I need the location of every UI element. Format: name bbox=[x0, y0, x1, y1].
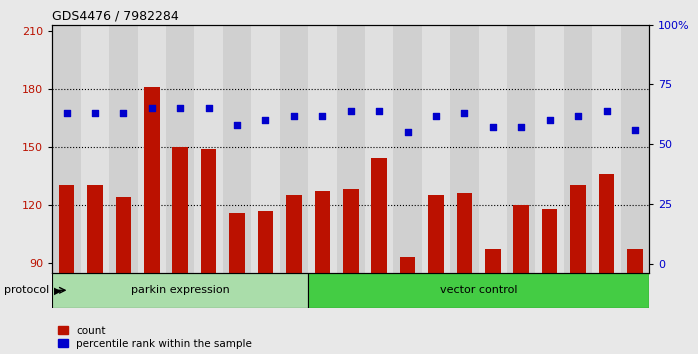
Bar bbox=[507, 25, 535, 273]
Bar bbox=[485, 249, 500, 354]
Bar bbox=[144, 87, 160, 354]
Point bbox=[601, 108, 612, 114]
Bar bbox=[116, 197, 131, 354]
Bar bbox=[514, 205, 529, 354]
Point bbox=[572, 113, 584, 118]
Bar bbox=[172, 147, 188, 354]
Point bbox=[118, 110, 129, 116]
Bar bbox=[109, 25, 138, 273]
Bar bbox=[479, 25, 507, 273]
Bar bbox=[308, 25, 336, 273]
Bar bbox=[59, 185, 75, 354]
Point bbox=[61, 110, 72, 116]
Bar bbox=[564, 25, 593, 273]
Bar bbox=[280, 25, 308, 273]
Bar bbox=[343, 189, 359, 354]
Point bbox=[174, 105, 186, 111]
Bar bbox=[223, 25, 251, 273]
Bar bbox=[195, 25, 223, 273]
Bar bbox=[365, 25, 394, 273]
FancyBboxPatch shape bbox=[308, 273, 649, 308]
Bar bbox=[621, 25, 649, 273]
Point bbox=[89, 110, 101, 116]
Bar bbox=[450, 25, 479, 273]
Point bbox=[146, 105, 157, 111]
Point bbox=[232, 122, 243, 128]
Text: parkin expression: parkin expression bbox=[131, 285, 230, 295]
Point bbox=[459, 110, 470, 116]
Bar bbox=[428, 195, 444, 354]
Text: vector control: vector control bbox=[440, 285, 517, 295]
Point bbox=[317, 113, 328, 118]
Bar bbox=[599, 174, 614, 354]
Bar bbox=[166, 25, 195, 273]
Text: GDS4476 / 7982284: GDS4476 / 7982284 bbox=[52, 9, 179, 22]
Point bbox=[516, 125, 527, 130]
Bar bbox=[422, 25, 450, 273]
Bar bbox=[286, 195, 302, 354]
Point bbox=[487, 125, 498, 130]
Point bbox=[203, 105, 214, 111]
Bar bbox=[229, 212, 245, 354]
Bar bbox=[542, 209, 558, 354]
Bar bbox=[258, 211, 274, 354]
Bar bbox=[201, 149, 216, 354]
Bar bbox=[81, 25, 109, 273]
Bar bbox=[570, 185, 586, 354]
Bar bbox=[394, 25, 422, 273]
Point bbox=[373, 108, 385, 114]
Bar bbox=[52, 25, 81, 273]
Bar bbox=[336, 25, 365, 273]
Point bbox=[288, 113, 299, 118]
Point bbox=[431, 113, 442, 118]
Bar bbox=[87, 185, 103, 354]
Bar bbox=[138, 25, 166, 273]
Bar bbox=[456, 193, 473, 354]
Bar bbox=[251, 25, 280, 273]
Bar bbox=[535, 25, 564, 273]
Legend: count, percentile rank within the sample: count, percentile rank within the sample bbox=[57, 326, 252, 349]
FancyBboxPatch shape bbox=[52, 273, 308, 308]
Bar bbox=[315, 191, 330, 354]
Bar bbox=[371, 158, 387, 354]
Point bbox=[402, 130, 413, 135]
Bar bbox=[627, 249, 643, 354]
Point bbox=[260, 118, 271, 123]
Bar bbox=[593, 25, 621, 273]
Point bbox=[544, 118, 555, 123]
Point bbox=[345, 108, 356, 114]
Point bbox=[630, 127, 641, 133]
Text: protocol: protocol bbox=[4, 285, 50, 295]
Bar bbox=[400, 257, 415, 354]
Text: ▶: ▶ bbox=[54, 285, 61, 295]
